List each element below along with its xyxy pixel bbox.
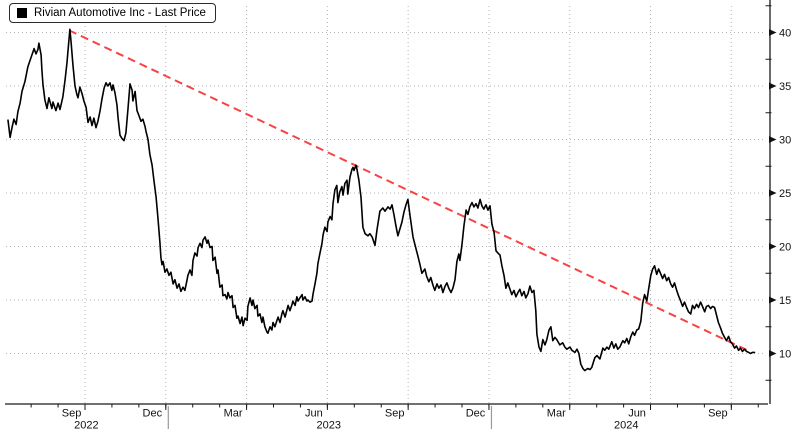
- svg-text:Dec: Dec: [143, 408, 163, 420]
- svg-text:Jun: Jun: [628, 408, 646, 420]
- legend-series-rivian[interactable]: Rivian Automotive Inc - Last Price: [9, 3, 216, 23]
- svg-text:Mar: Mar: [224, 408, 243, 420]
- svg-text:15: 15: [779, 295, 791, 307]
- legend-series-label: Rivian Automotive Inc - Last Price: [34, 7, 206, 19]
- svg-text:25: 25: [779, 188, 791, 200]
- svg-text:Dec: Dec: [466, 408, 486, 420]
- svg-text:Sep: Sep: [62, 408, 82, 420]
- svg-text:30: 30: [779, 135, 791, 147]
- svg-text:35: 35: [779, 81, 791, 93]
- svg-text:20: 20: [779, 242, 791, 254]
- svg-text:Mar: Mar: [547, 408, 566, 420]
- svg-text:2024: 2024: [614, 420, 638, 430]
- svg-text:Sep: Sep: [708, 408, 728, 420]
- svg-text:10: 10: [779, 349, 791, 361]
- svg-text:2023: 2023: [316, 420, 340, 430]
- svg-text:40: 40: [779, 28, 791, 40]
- svg-text:Jun: Jun: [305, 408, 323, 420]
- series-color-swatch: [17, 8, 27, 18]
- svg-text:Sep: Sep: [385, 408, 405, 420]
- svg-text:2022: 2022: [74, 420, 98, 430]
